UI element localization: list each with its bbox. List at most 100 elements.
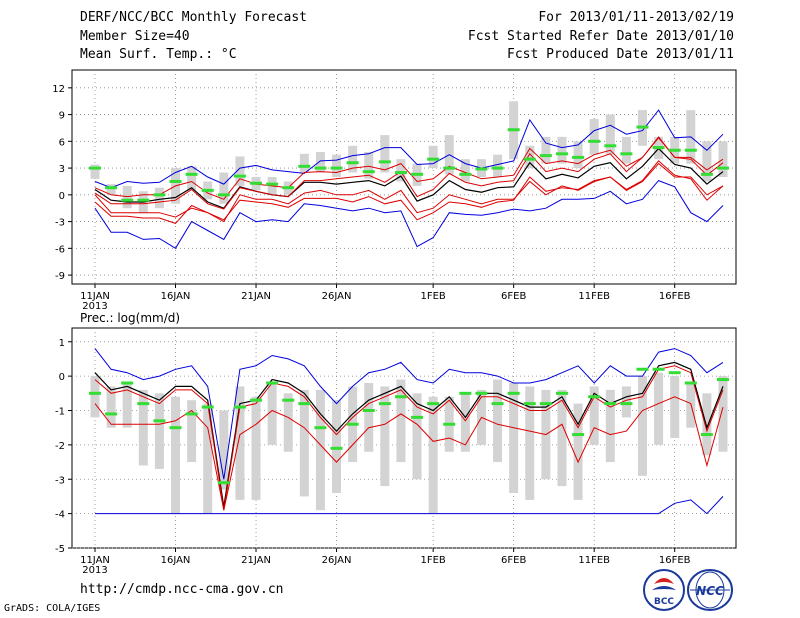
grads-credit: GrADS: COLA/IGES (4, 603, 101, 614)
temp-ytick-label-2: 6 (59, 137, 65, 148)
prec-median-13 (282, 398, 295, 402)
temp-xtick-label-0: 11JAN (80, 291, 110, 302)
temp-median-19 (378, 160, 391, 164)
temp-box-31 (573, 141, 583, 169)
prec-ytick-label-6: -5 (55, 544, 65, 555)
prec-median-40 (717, 378, 729, 382)
prec-box-10 (235, 386, 245, 500)
temp-line-mean (94, 147, 724, 209)
temp-median-11 (250, 181, 263, 185)
ncc-logo-text: NCC (696, 584, 724, 598)
temp-box-30 (557, 136, 567, 164)
temp-year-label: 2013 (82, 301, 107, 312)
prec-median-32 (588, 395, 601, 399)
temp-xtick-label-6: 11FEB (578, 291, 610, 302)
temp-median-6 (169, 179, 182, 183)
prec-box-32 (589, 386, 599, 445)
temp-median-5 (153, 193, 166, 197)
temp-median-3 (121, 198, 134, 202)
prec-box-22 (428, 396, 438, 514)
prec-median-24 (459, 391, 472, 395)
variable-label: Mean Surf. Temp.: °C (80, 47, 237, 62)
prec-median-8 (201, 405, 214, 409)
prec-box-30 (557, 389, 567, 487)
prec-xtick-label-1: 16JAN (161, 555, 191, 566)
temp-median-15 (314, 166, 327, 170)
bcc-logo-wave (652, 586, 676, 590)
prec-median-20 (394, 395, 407, 399)
temp-line-q75 (94, 136, 724, 200)
temp-ytick-label-4: 0 (59, 191, 65, 202)
forecast-period-label: For 2013/01/11-2013/02/19 (538, 10, 734, 25)
source-url[interactable]: http://cmdp.ncc-cma.gov.cn (80, 582, 284, 597)
temp-box-39 (702, 141, 712, 182)
temp-median-27 (507, 128, 520, 132)
prec-ytick-label-4: -3 (55, 475, 65, 486)
prec-box-37 (670, 376, 680, 438)
prec-box-8 (203, 403, 213, 514)
prec-median-31 (572, 433, 585, 437)
temp-xtick-label-1: 16JAN (161, 291, 191, 302)
prec-median-18 (362, 409, 375, 412)
prec-median-6 (169, 426, 182, 430)
temp-median-31 (572, 155, 585, 159)
start-ref-date-label: Fcst Started Refer Date 2013/01/10 (467, 29, 734, 44)
temp-median-32 (588, 139, 601, 143)
bcc-logo-ring (643, 569, 685, 611)
prec-line-max (94, 348, 724, 480)
temp-median-22 (427, 157, 440, 161)
prec-box-15 (315, 389, 325, 511)
prec-line-p1sd (94, 365, 724, 511)
prec-box-20 (396, 379, 406, 463)
prec-median-38 (684, 381, 697, 385)
prec-box-9 (219, 410, 229, 490)
prec-box-35 (637, 376, 647, 476)
prec-line-m1sd (94, 396, 724, 511)
prec-box-2 (106, 386, 116, 428)
temp-ytick-label-0: 12 (52, 84, 65, 95)
temp-xtick-label-7: 16FEB (659, 291, 691, 302)
prec-box-4 (138, 389, 148, 466)
prec-box-16 (332, 400, 342, 493)
temp-box-20 (396, 159, 406, 182)
prec-xtick-label-4: 1FEB (421, 555, 446, 566)
temp-median-34 (620, 152, 633, 156)
temp-box-18 (364, 152, 374, 179)
prec-median-19 (378, 402, 391, 406)
prec-xtick-label-6: 11FEB (578, 555, 610, 566)
prec-box-19 (380, 386, 390, 487)
temp-line-m1sd (94, 160, 724, 224)
temp-median-35 (636, 125, 649, 129)
temp-ytick-label-1: 9 (59, 111, 65, 122)
temp-line-p1sd (94, 137, 724, 210)
prec-box-31 (573, 403, 583, 500)
temp-box-32 (589, 119, 599, 155)
temp-box-9 (219, 172, 229, 204)
prec-box-33 (605, 389, 615, 463)
prec-ytick-label-5: -4 (55, 510, 65, 521)
prec-median-30 (555, 391, 568, 395)
prec-median-23 (443, 422, 456, 426)
temp-median-17 (346, 161, 359, 165)
temp-median-38 (684, 148, 697, 152)
prec-median-9 (217, 481, 230, 485)
temp-ytick-label-5: -3 (55, 218, 65, 229)
prec-median-1 (89, 391, 101, 395)
bcc-logo: BCC (642, 568, 686, 617)
temp-box-40 (718, 141, 728, 177)
prec-box-18 (364, 383, 374, 452)
produced-date-label: Fcst Produced Date 2013/01/11 (507, 47, 734, 62)
temp-line-min (94, 180, 724, 249)
temp-box-17 (348, 145, 358, 173)
temp-box-28 (525, 145, 535, 169)
prec-box-21 (412, 393, 422, 480)
prec-ytick-label-3: -2 (55, 441, 65, 452)
prec-box-6 (171, 396, 181, 514)
bcc-logo-swirl (654, 578, 674, 584)
prec-xtick-label-3: 26JAN (322, 555, 352, 566)
prec-box-11 (251, 396, 261, 500)
prec-line-min (95, 496, 724, 515)
prec-ytick-label-2: -1 (55, 407, 65, 418)
temp-median-25 (475, 167, 488, 171)
prec-xtick-label-2: 21JAN (241, 555, 271, 566)
